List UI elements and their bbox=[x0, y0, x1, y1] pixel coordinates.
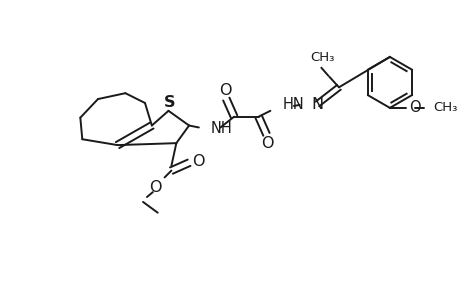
Text: CH₃: CH₃ bbox=[309, 51, 334, 64]
Text: NH: NH bbox=[210, 121, 232, 136]
Text: CH₃: CH₃ bbox=[432, 101, 456, 114]
Text: S: S bbox=[163, 95, 175, 110]
Text: HN: HN bbox=[281, 98, 303, 112]
Text: O: O bbox=[218, 83, 231, 98]
Text: N: N bbox=[311, 98, 323, 112]
Text: O: O bbox=[261, 136, 273, 151]
Text: O: O bbox=[192, 154, 205, 169]
Text: O: O bbox=[149, 180, 162, 195]
Text: O: O bbox=[409, 100, 420, 116]
